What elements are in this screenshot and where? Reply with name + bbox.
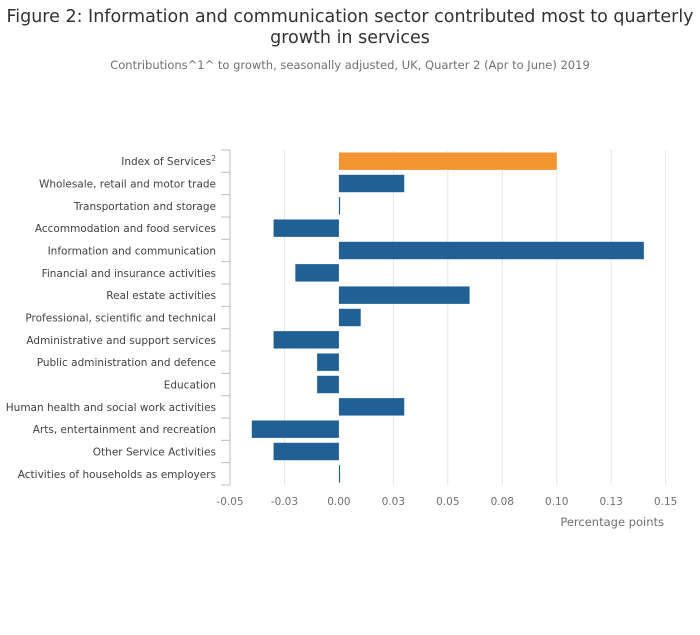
category-axis xyxy=(221,149,231,486)
bar xyxy=(338,152,557,170)
bar xyxy=(338,308,361,327)
x-tick-label: 0.08 xyxy=(491,496,514,508)
bar xyxy=(273,219,339,237)
category-label: Transportation and storage xyxy=(73,201,216,213)
category-label: Accommodation and food services xyxy=(35,223,216,235)
category-label: Education xyxy=(164,380,216,392)
category-label: Professional, scientific and technical xyxy=(25,313,216,325)
bar xyxy=(338,398,405,416)
bar xyxy=(295,264,339,282)
chart-subtitle: Contributions^1^ to growth, seasonally a… xyxy=(110,58,590,72)
category-label: Information and communication xyxy=(48,246,216,258)
bar xyxy=(273,442,339,461)
x-tick-label: 0.05 xyxy=(436,496,459,508)
category-label: Arts, entertainment and recreation xyxy=(33,424,216,436)
chart-title: Figure 2: Information and communication … xyxy=(6,7,694,48)
category-label: Wholesale, retail and motor trade xyxy=(39,179,216,191)
category-label: Real estate activities xyxy=(106,290,216,302)
x-tick-label: -0.03 xyxy=(271,496,298,508)
bar xyxy=(338,197,341,215)
x-tick-label: 0.15 xyxy=(654,496,677,508)
category-label: Other Service Activities xyxy=(93,447,216,459)
bars xyxy=(251,152,644,483)
bar xyxy=(338,174,405,193)
x-tick-label: -0.05 xyxy=(216,496,243,508)
x-tick-label: 0.03 xyxy=(382,496,405,508)
x-tick-labels: -0.05 -0.03 0.00 0.03 0.05 0.08 0.10 0.13 0.15 xyxy=(216,496,677,508)
bar xyxy=(338,286,470,304)
category-label: Financial and insurance activities xyxy=(42,268,216,280)
category-label: Public administration and defence xyxy=(37,357,216,369)
x-tick-label: 0.00 xyxy=(327,496,350,508)
x-axis-title: Percentage points xyxy=(560,515,664,529)
bar xyxy=(251,420,339,438)
x-tick-label: 0.13 xyxy=(599,496,622,508)
bar xyxy=(317,353,339,371)
category-label: Human health and social work activities xyxy=(6,402,216,414)
category-label: Administrative and support services xyxy=(26,335,216,347)
category-label: Index of Services2 xyxy=(121,154,216,168)
bar xyxy=(338,241,644,260)
category-label: Activities of households as employers xyxy=(18,469,216,481)
category-labels: Index of Services2 Wholesale, retail and … xyxy=(6,154,216,481)
bar xyxy=(273,331,339,349)
bar xyxy=(338,465,341,483)
bar xyxy=(317,375,339,394)
x-tick-label: 0.10 xyxy=(545,496,568,508)
